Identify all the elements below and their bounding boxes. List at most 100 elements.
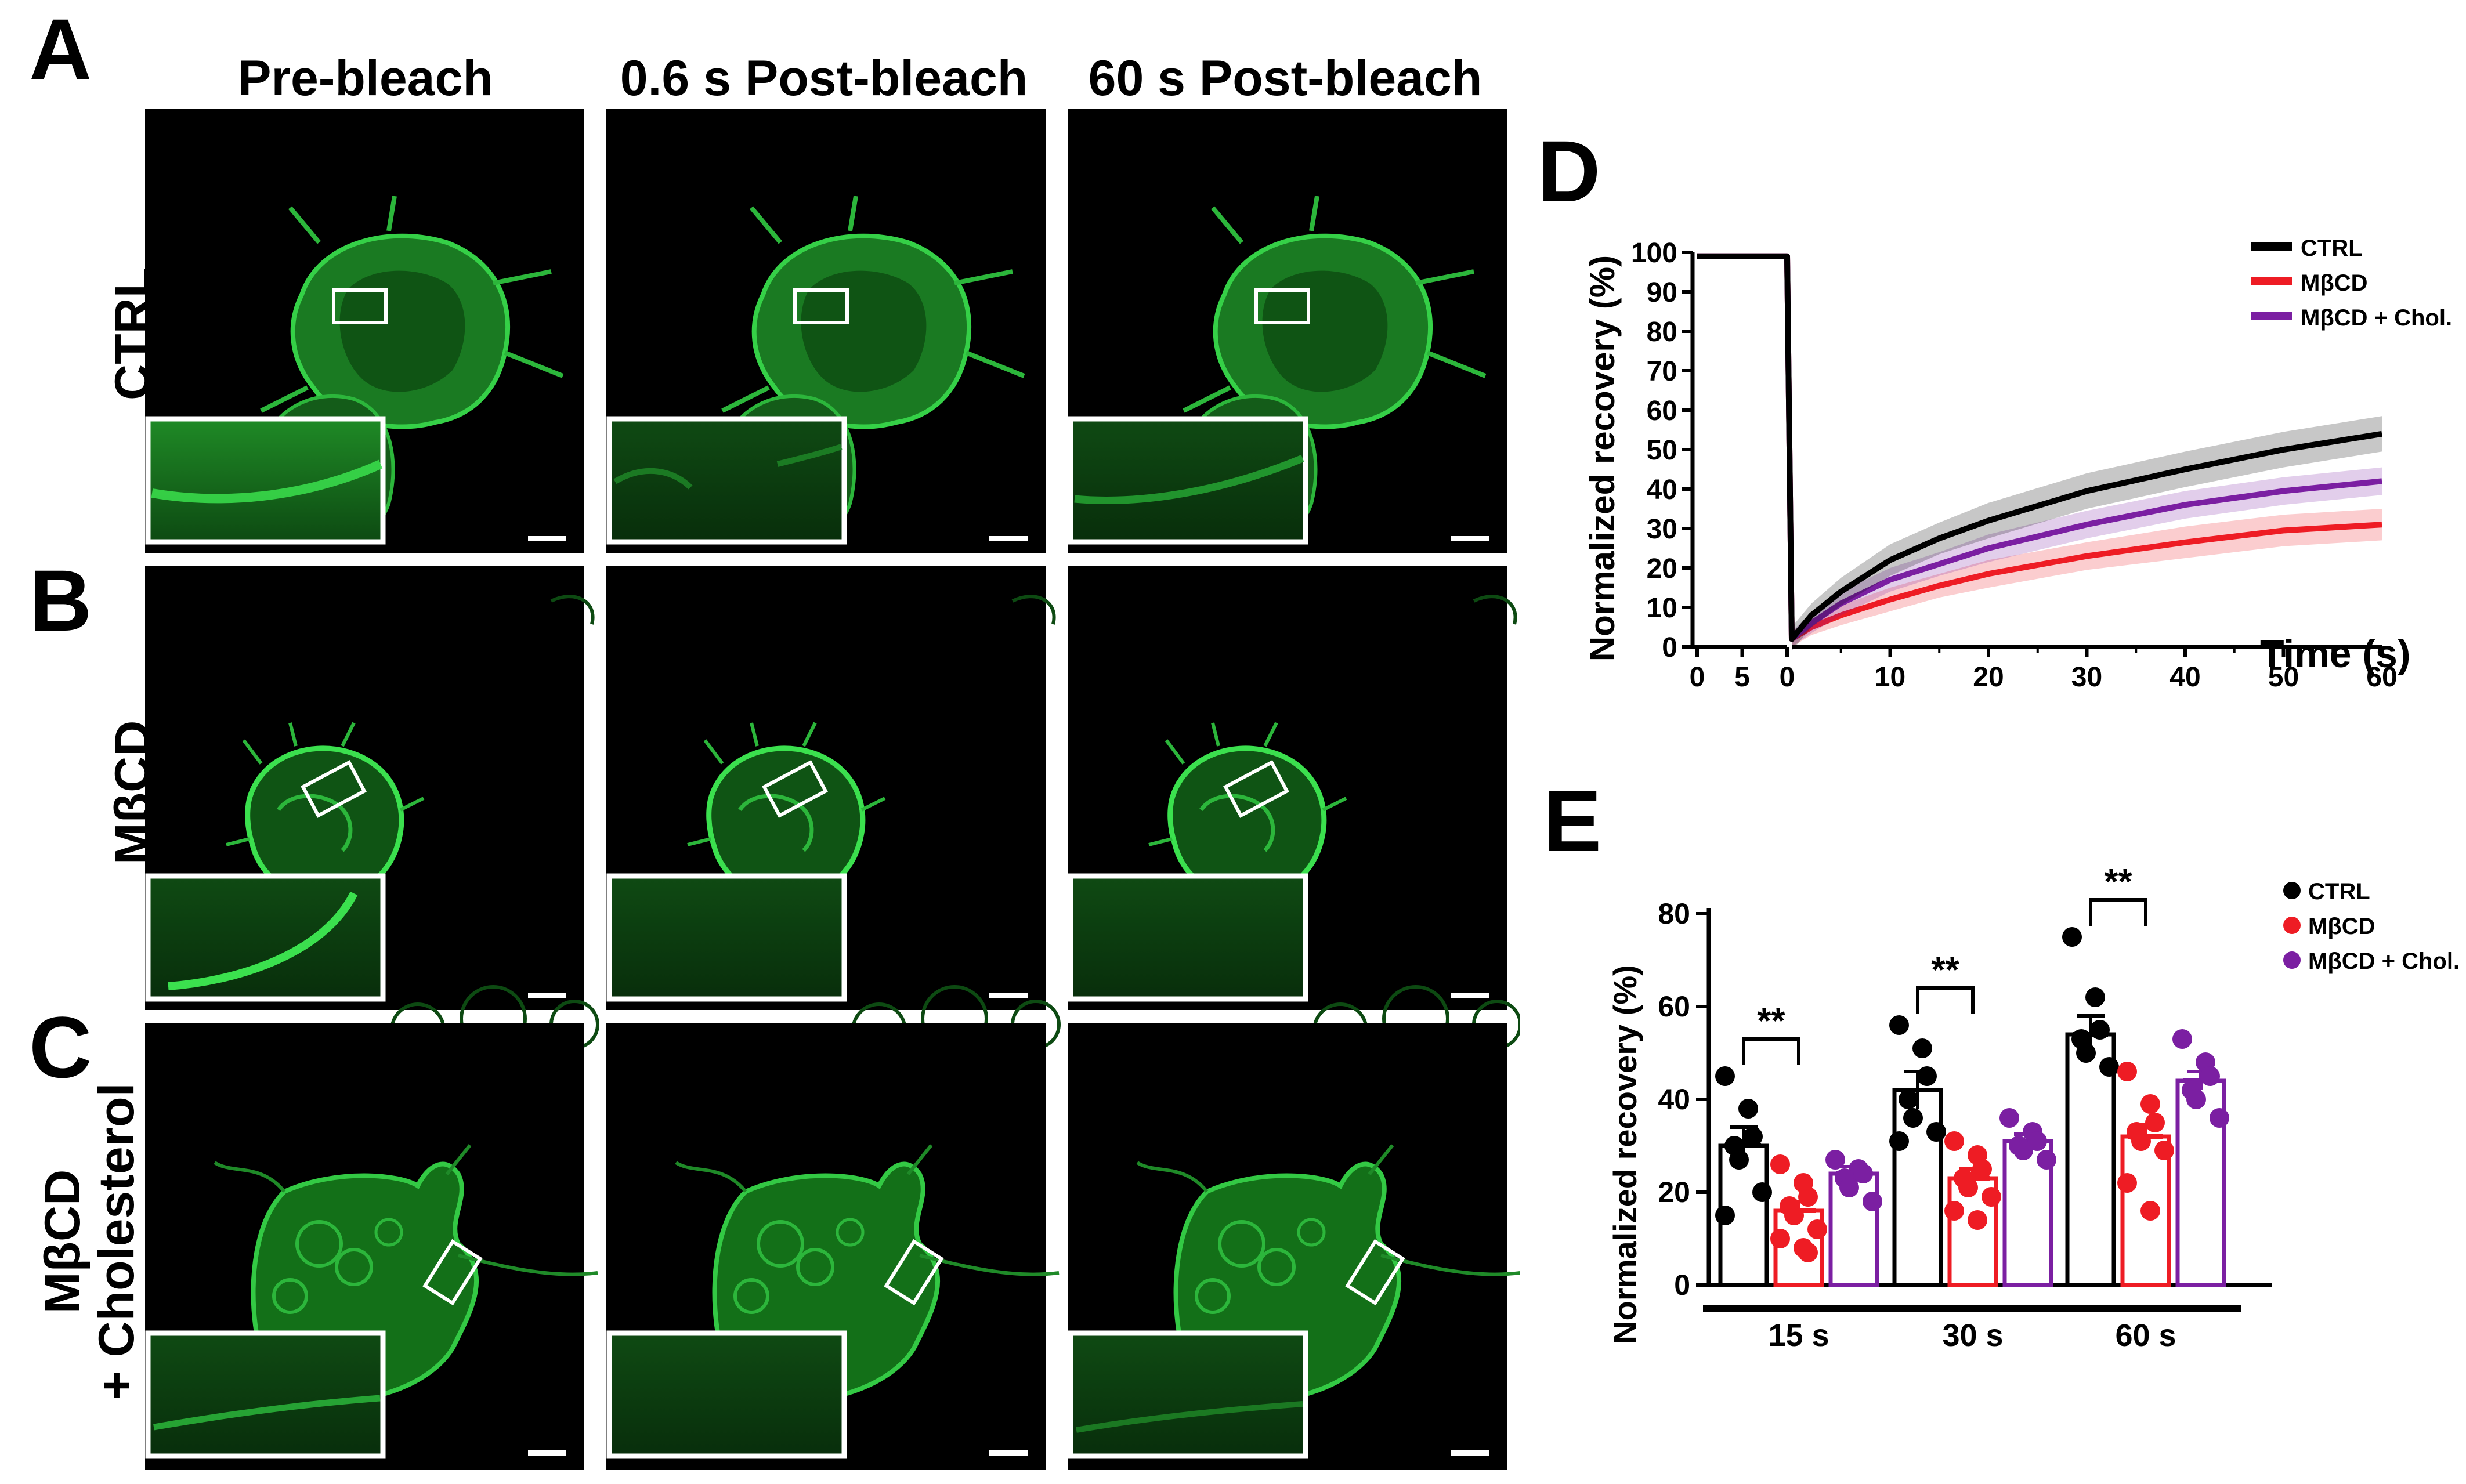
scale-bar [989,1450,1028,1456]
y-tick-label: 100 [1631,238,1677,269]
x-tick-label: 60 [2366,662,2397,693]
x-tick-label: 0 [1690,662,1705,693]
recovery-bar-chart: 0 20 40 60 80 15 s ** 30 s ** 60 s ** CTRL MβCD MβCD… [1607,862,2460,1353]
scale-bar [528,993,566,998]
column-title-pre-bleach: Pre-bleach [238,50,493,106]
y-tick-label: 60 [1647,396,1677,426]
zoom-inset [145,1330,386,1459]
image-mbcd-chol-0-6s-post-bleach [606,1023,1059,1470]
data-point [1958,1178,1978,1197]
data-point [2145,1113,2165,1132]
scale-bar [989,536,1028,541]
legend-label: MβCD + Chol. [2308,949,2460,974]
legend-label: MβCD + Chol. [2301,305,2452,331]
y-tick-label: 50 [1647,435,1677,466]
legend-swatch [2283,917,2301,934]
scale-bar [528,536,566,541]
data-point [2037,1150,2056,1170]
legend-label: MβCD [2301,270,2368,296]
category-label: 15 s [1768,1318,1829,1353]
legend-label: CTRL [2308,879,2370,904]
x-tick-label: 0 [1780,662,1795,693]
data-point [1917,1066,1937,1086]
data-point [1889,1131,1909,1151]
data-point [1899,1090,1918,1109]
image-mbcd-chol-pre-bleach [145,1023,598,1470]
data-point [1729,1150,1749,1170]
data-point [2140,1201,2160,1221]
data-point [1798,1187,1818,1207]
bleach-roi-box [1345,1239,1405,1306]
y-tick-label: 40 [1658,1083,1690,1116]
data-point [2131,1131,2151,1151]
y-tick-label: 90 [1647,277,1677,308]
data-point [1743,1127,1763,1146]
panel-letter-b: B [29,552,92,649]
data-point [2090,1020,2110,1040]
data-point [1999,1108,2019,1128]
x-tick-label: 20 [1973,662,2004,693]
data-point [1926,1122,1946,1142]
image-mbcd-0-6s-post-bleach [606,566,1059,1056]
legend-swatch [2283,951,2301,969]
data-point [1825,1150,1845,1170]
bleach-roi-box [884,1239,944,1306]
data-point [1798,1243,1818,1262]
image-ctrl-60s-post-bleach [1068,109,1520,553]
zoom-inset [1068,1330,1308,1459]
category-label: 60 s [2115,1318,2176,1353]
data-point [2013,1141,2033,1160]
significance-bracket [1916,986,1975,1014]
panel-letter-d: D [1538,122,1601,220]
y-tick-label: 20 [1647,553,1677,584]
column-title-60s-post-bleach: 60 s Post-bleach [1088,50,1483,106]
data-point [1752,1182,1772,1202]
zoom-inset [1068,416,1308,545]
zoom-inset [145,873,386,1002]
y-tick-label: 40 [1647,475,1677,505]
significance-bracket [2089,898,2147,926]
y-axis-label: Normalized recovery (%) [1607,965,1643,1344]
x-tick-label: 30 [2071,662,2102,693]
bleach-roi-box [1254,288,1310,324]
data-point [2117,1062,2137,1081]
panel-letter-c: C [29,998,92,1096]
y-tick-label: 0 [1662,632,1677,663]
data-point [2140,1094,2160,1114]
significance-label: ** [2104,862,2132,902]
image-ctrl-pre-bleach [145,109,702,553]
x-tick-label: 10 [1875,662,1905,693]
data-point [1968,1210,1987,1230]
data-point [2099,1057,2119,1077]
category-label: 30 s [1942,1318,2003,1353]
data-point [1889,1015,1909,1035]
y-tick-label: 20 [1658,1176,1690,1208]
bleach-roi-box [301,760,367,818]
legend-swatch [2283,882,2301,899]
data-point [1972,1159,1992,1179]
scale-bar [989,993,1028,998]
image-mbcd-chol-60s-post-bleach [1068,1023,1520,1470]
y-tick-label: 60 [1658,990,1690,1023]
zoom-inset [1068,873,1308,1002]
scale-bar [1451,993,1489,998]
x-axis-label: Time (s) [2260,632,2410,676]
data-point [2076,1043,2096,1063]
x-tick-label: 40 [2169,662,2200,693]
bleach-roi-box [1223,760,1289,818]
panel-letter-e: E [1543,772,1602,870]
zoom-inset [606,873,847,1002]
y-tick-label: 80 [1658,897,1690,930]
data-point [1903,1108,1923,1128]
y-tick-label: 30 [1647,514,1677,545]
panel-letter-a: A [29,1,92,98]
data-point [2062,927,2082,947]
bleach-roi-box [762,760,828,818]
series-line [1697,253,2382,642]
column-title-0-6s-post-bleach: 0.6 s Post-bleach [620,50,1028,106]
y-tick-label: 10 [1647,593,1677,624]
legend-label: MβCD [2308,914,2375,939]
significance-label: ** [1931,950,1959,990]
bleach-roi-box [422,1239,483,1306]
